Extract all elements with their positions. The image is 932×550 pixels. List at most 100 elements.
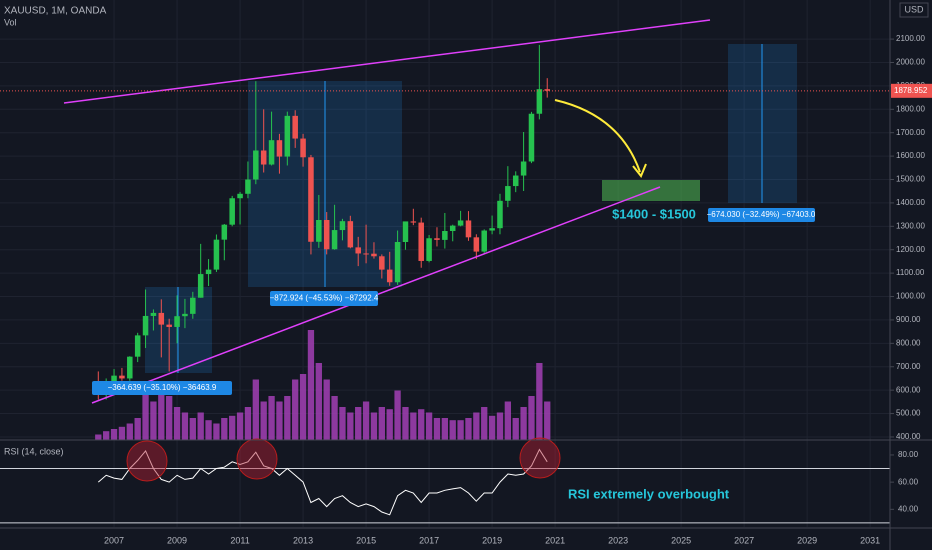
volume-bar bbox=[166, 396, 173, 440]
candle-body bbox=[528, 113, 535, 162]
volume-bar bbox=[126, 423, 133, 440]
volume-bar bbox=[347, 412, 354, 440]
candle-body bbox=[434, 238, 440, 240]
candle-body bbox=[339, 221, 346, 231]
rsi-tick-label: 80.00 bbox=[898, 450, 919, 459]
currency: USD bbox=[904, 4, 924, 14]
candle-body bbox=[449, 225, 456, 231]
candle-body bbox=[111, 375, 117, 383]
measure-label-bg bbox=[708, 208, 815, 222]
last-price-label: 1878.952 bbox=[894, 86, 928, 95]
currency-box bbox=[899, 2, 929, 18]
volume-bar bbox=[260, 401, 267, 440]
volume-bar bbox=[418, 409, 425, 440]
candle-body bbox=[371, 253, 377, 257]
volume-bar bbox=[173, 407, 181, 440]
candle-body bbox=[544, 89, 550, 91]
y-tick-label: 1700.00 bbox=[896, 128, 925, 137]
volume-bar bbox=[496, 412, 504, 440]
symbol-title: XAUUSD, 1M, OANDA bbox=[4, 6, 107, 17]
volume-bar bbox=[378, 407, 385, 440]
volume-bar bbox=[410, 412, 417, 440]
candle-body bbox=[237, 193, 243, 199]
candle-body bbox=[442, 231, 448, 240]
volume-bar bbox=[236, 412, 244, 440]
volume-bar bbox=[473, 412, 480, 440]
x-tick-label: 2025 bbox=[671, 535, 691, 545]
volume-bar bbox=[229, 415, 236, 440]
volume-bar bbox=[276, 401, 283, 440]
x-tick-label: 2029 bbox=[797, 535, 817, 545]
volume-bar bbox=[315, 363, 322, 440]
volume-bar bbox=[449, 420, 456, 440]
volume-bar bbox=[252, 379, 259, 440]
volume-bar bbox=[221, 418, 228, 440]
candle-body bbox=[308, 157, 314, 242]
candle-body bbox=[410, 221, 417, 223]
candle-body bbox=[379, 256, 385, 270]
volume-bar bbox=[213, 423, 220, 440]
volume-bar bbox=[118, 426, 126, 440]
x-tick-label: 2009 bbox=[167, 535, 187, 545]
volume-bar bbox=[142, 390, 149, 440]
volume-bar bbox=[244, 407, 252, 440]
volume-bar bbox=[441, 418, 448, 440]
volume-bar bbox=[197, 412, 204, 440]
candle-body bbox=[355, 247, 361, 254]
candle-body bbox=[182, 313, 188, 317]
candle-body bbox=[363, 253, 369, 255]
volume-bar bbox=[544, 401, 551, 440]
candle-body bbox=[300, 138, 306, 158]
target-text: $1400 - $1500 bbox=[612, 206, 696, 221]
candle-body bbox=[197, 274, 204, 298]
measure-label: −674.030 (−32.49%) −67403.0 bbox=[707, 210, 816, 219]
candle-body bbox=[316, 220, 322, 242]
candle-body bbox=[331, 230, 338, 250]
candle-body bbox=[323, 220, 330, 250]
volume-bar bbox=[292, 379, 299, 440]
candle-body bbox=[426, 238, 432, 261]
candle-body bbox=[127, 356, 133, 379]
volume-bar bbox=[433, 418, 441, 440]
rsi-highlight bbox=[126, 440, 168, 482]
candle-body bbox=[292, 115, 298, 139]
rsi-tick-label: 60.00 bbox=[898, 477, 919, 486]
x-tick-label: 2023 bbox=[608, 535, 628, 545]
x-tick-label: 2019 bbox=[482, 535, 502, 545]
volume-bar bbox=[362, 401, 370, 440]
y-tick-label: 800.00 bbox=[896, 338, 921, 347]
x-tick-label: 2031 bbox=[860, 535, 880, 545]
y-tick-label: 1000.00 bbox=[896, 292, 925, 301]
volume-bar bbox=[181, 412, 189, 440]
measure-label: −364.639 (−35.10%) −36463.9 bbox=[108, 383, 217, 392]
candle-body bbox=[465, 220, 472, 238]
candle-body bbox=[213, 239, 220, 270]
volume-bar bbox=[457, 420, 464, 440]
y-tick-label: 600.00 bbox=[896, 385, 921, 394]
volume-bar bbox=[370, 412, 378, 440]
volume-bar bbox=[386, 409, 393, 440]
candle-body bbox=[520, 161, 527, 176]
x-tick-label: 2017 bbox=[419, 535, 439, 545]
volume-bar bbox=[268, 396, 275, 440]
volume-bar bbox=[158, 385, 165, 440]
y-tick-label: 1100.00 bbox=[896, 268, 925, 277]
x-tick-label: 2007 bbox=[104, 535, 124, 545]
volume-bar bbox=[307, 330, 315, 440]
y-tick-label: 700.00 bbox=[896, 362, 921, 371]
last-price-bg bbox=[891, 83, 932, 98]
volume-bar bbox=[465, 418, 472, 440]
y-tick-label: 1500.00 bbox=[896, 175, 925, 184]
volume-bar bbox=[284, 396, 291, 440]
volume-bar bbox=[528, 396, 535, 440]
measure-label-bg bbox=[92, 381, 232, 395]
candle-body bbox=[268, 140, 275, 165]
volume-bar bbox=[504, 401, 512, 440]
candle-body bbox=[221, 224, 228, 240]
rsi-label: RSI (14, close) bbox=[4, 446, 64, 456]
volume-bar bbox=[520, 407, 527, 440]
candle-body bbox=[260, 150, 267, 165]
candle-body bbox=[253, 150, 259, 180]
volume-bar bbox=[355, 407, 362, 440]
y-tick-label: 900.00 bbox=[896, 315, 921, 324]
